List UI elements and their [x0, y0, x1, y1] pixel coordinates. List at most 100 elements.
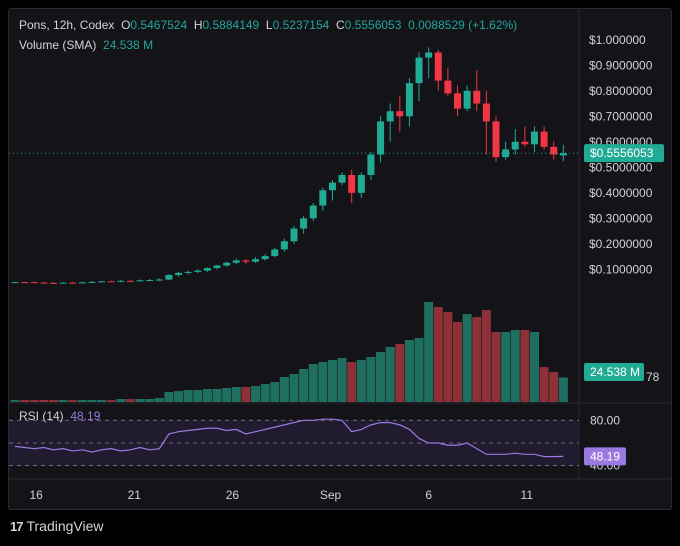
- candle-body: [540, 131, 548, 147]
- volume-bar: [491, 332, 501, 402]
- volume-bar: [510, 330, 520, 402]
- volume-bar: [125, 399, 135, 402]
- candle-body: [117, 280, 125, 282]
- volume-bar: [97, 400, 107, 402]
- volume-bar: [501, 332, 511, 402]
- time-tick-label: Sep: [320, 488, 342, 502]
- candle-body: [203, 268, 211, 271]
- candle: [396, 95, 404, 132]
- candle: [530, 126, 538, 152]
- candle: [328, 180, 336, 201]
- high-value: 0.5884149: [202, 18, 260, 32]
- candle-body: [232, 260, 240, 263]
- candle: [203, 267, 211, 272]
- candle-body: [271, 249, 279, 257]
- volume-bar: [193, 390, 203, 402]
- volume-bar: [308, 364, 318, 402]
- volume-bar: [289, 374, 299, 402]
- candle-body: [550, 146, 558, 155]
- volume-bar: [539, 367, 549, 402]
- candle: [415, 52, 423, 101]
- candle: [502, 141, 510, 160]
- candle: [126, 279, 134, 282]
- candle-body: [280, 241, 288, 250]
- candle-body: [49, 282, 57, 284]
- candle: [40, 281, 48, 284]
- candle: [454, 85, 462, 117]
- candle: [261, 254, 269, 261]
- candle-body: [136, 280, 144, 282]
- candle-body: [396, 111, 404, 117]
- rsi-upper-tick: 80.00: [590, 413, 620, 427]
- volume-bar: [116, 399, 126, 402]
- candle-body: [357, 174, 365, 193]
- candle-body: [319, 190, 327, 206]
- time-tick-label: 16: [29, 488, 43, 502]
- candle: [463, 85, 471, 112]
- price-tick-label: $0.3000000: [589, 211, 653, 225]
- low-key: L: [265, 18, 273, 32]
- symbol-label[interactable]: Pons, 12h, Codex: [19, 18, 115, 32]
- volume-bar: [202, 389, 212, 402]
- candle-body: [213, 265, 221, 269]
- volume-bar: [453, 322, 463, 402]
- volume-bar: [48, 400, 58, 402]
- candle: [300, 215, 308, 234]
- volume-bar: [135, 399, 145, 402]
- volume-bar: [174, 391, 184, 402]
- volume-tag-extra: 78: [646, 370, 660, 384]
- candle-body: [511, 141, 519, 150]
- candle: [11, 281, 19, 284]
- volume-bar: [356, 360, 366, 402]
- volume-bar: [549, 372, 559, 402]
- volume-bar: [462, 314, 472, 402]
- volume-bar: [414, 338, 424, 402]
- candle: [155, 278, 163, 281]
- candle: [252, 257, 259, 263]
- volume-bar: [29, 400, 39, 402]
- candle: [521, 126, 529, 147]
- candle-body: [434, 52, 442, 81]
- candle: [223, 261, 231, 267]
- volume-bar: [366, 357, 376, 402]
- candle-body: [482, 103, 490, 122]
- candle: [473, 70, 481, 112]
- candle-body: [107, 281, 115, 283]
- ohlc-legend: Pons, 12h, Codex O0.5467524 H0.5884149 L…: [19, 18, 517, 32]
- price-tick-label: $0.9000000: [589, 58, 653, 72]
- candle-body: [463, 90, 471, 109]
- brand-name[interactable]: TradingView: [26, 518, 104, 534]
- price-chart[interactable]: $1.000000 $0.9000000 $0.8000000 $0.7000000 $…: [9, 9, 671, 509]
- candle-body: [59, 282, 67, 284]
- candle-body: [78, 282, 86, 284]
- candle: [213, 264, 221, 270]
- close-key: C: [336, 18, 345, 32]
- rsi-label[interactable]: RSI (14): [19, 409, 64, 423]
- chart-panel[interactable]: $1.000000 $0.9000000 $0.8000000 $0.7000000 $…: [8, 8, 672, 510]
- candle-body: [146, 280, 154, 282]
- tradingview-logo-icon: 17: [10, 518, 24, 534]
- price-tick-label: $0.4000000: [589, 186, 653, 200]
- volume-bar: [481, 310, 491, 402]
- volume-value: 24.538 M: [103, 38, 154, 52]
- volume-bar: [529, 332, 539, 402]
- volume-bar: [212, 389, 222, 402]
- low-value: 0.5237154: [272, 18, 330, 32]
- price-tag-box: [584, 144, 664, 163]
- candle-body: [454, 93, 462, 109]
- rsi-legend: RSI (14) 48.19: [19, 409, 100, 423]
- candle-body: [415, 57, 423, 84]
- volume-bar: [183, 390, 193, 402]
- candle: [492, 116, 500, 163]
- volume-bar: [106, 400, 116, 402]
- candle: [146, 279, 154, 282]
- candle-body: [309, 205, 317, 219]
- volume-label[interactable]: Volume (SMA): [19, 38, 97, 52]
- candle: [386, 103, 394, 142]
- candle-body: [377, 121, 385, 155]
- candle-body: [242, 260, 250, 262]
- candle-body: [328, 182, 336, 191]
- time-tick-label: 21: [128, 488, 142, 502]
- candle-body: [492, 121, 500, 158]
- candle: [175, 271, 183, 277]
